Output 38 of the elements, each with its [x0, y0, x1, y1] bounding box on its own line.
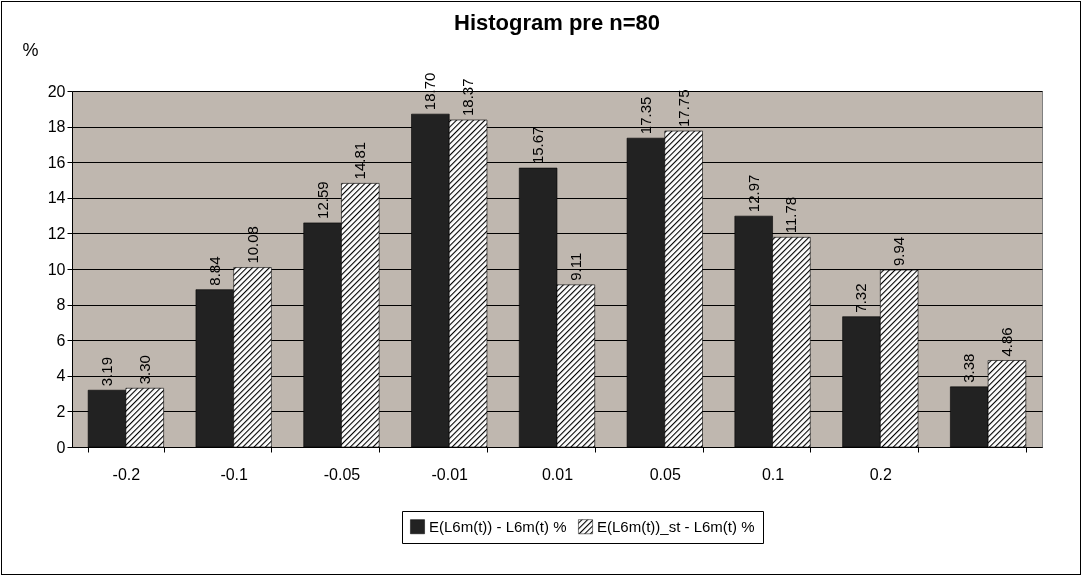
data-label: 8.84: [205, 256, 223, 286]
data-label: 18.37: [459, 78, 477, 117]
y-tick-label: 8: [56, 296, 66, 314]
y-tick-label: 2: [56, 402, 66, 420]
chart-title: Histogram pre n=80: [453, 10, 661, 35]
x-tick-label: 0.01: [541, 465, 574, 483]
data-label: 15.67: [529, 126, 547, 165]
x-tick-label: 0.2: [869, 465, 893, 483]
y-tick-label: 14: [47, 189, 66, 207]
y-tick-label: 12: [47, 224, 66, 242]
y-tick-label: 4: [56, 367, 66, 385]
data-label: 12.59: [313, 181, 331, 219]
data-label: 3.30: [135, 355, 153, 385]
data-label: 9.94: [890, 236, 908, 267]
x-tick-label: 0.05: [649, 465, 681, 483]
x-tick-label: -0.1: [220, 465, 249, 483]
y-axis-title: %: [22, 39, 39, 60]
x-tick-label: -0.01: [431, 465, 469, 483]
data-label: 10.08: [243, 226, 261, 264]
x-tick-label: 0.1: [761, 465, 785, 483]
data-label: 12.97: [744, 174, 762, 213]
data-label: 14.81: [351, 141, 369, 180]
legend-label: E(L6m(t)) - L6m(t) %: [429, 517, 567, 535]
y-tick-label: 10: [47, 260, 66, 278]
data-label: 9.11: [566, 252, 584, 281]
y-tick-label: 0: [56, 438, 66, 456]
data-label: 3.19: [98, 357, 116, 387]
y-tick-label: 6: [56, 331, 66, 349]
x-tick-label: -0.2: [112, 465, 141, 483]
x-tick-label: -0.05: [323, 465, 361, 483]
y-tick-label: 18: [47, 118, 66, 136]
y-tick-label: 16: [47, 153, 66, 171]
y-tick-label: 20: [47, 82, 66, 100]
data-label: 4.86: [997, 327, 1015, 357]
legend-label: E(L6m(t))_st - L6m(t) %: [597, 517, 755, 535]
data-label: 18.70: [421, 72, 439, 111]
data-label: 17.35: [636, 96, 654, 135]
data-label: 7.32: [852, 283, 870, 313]
